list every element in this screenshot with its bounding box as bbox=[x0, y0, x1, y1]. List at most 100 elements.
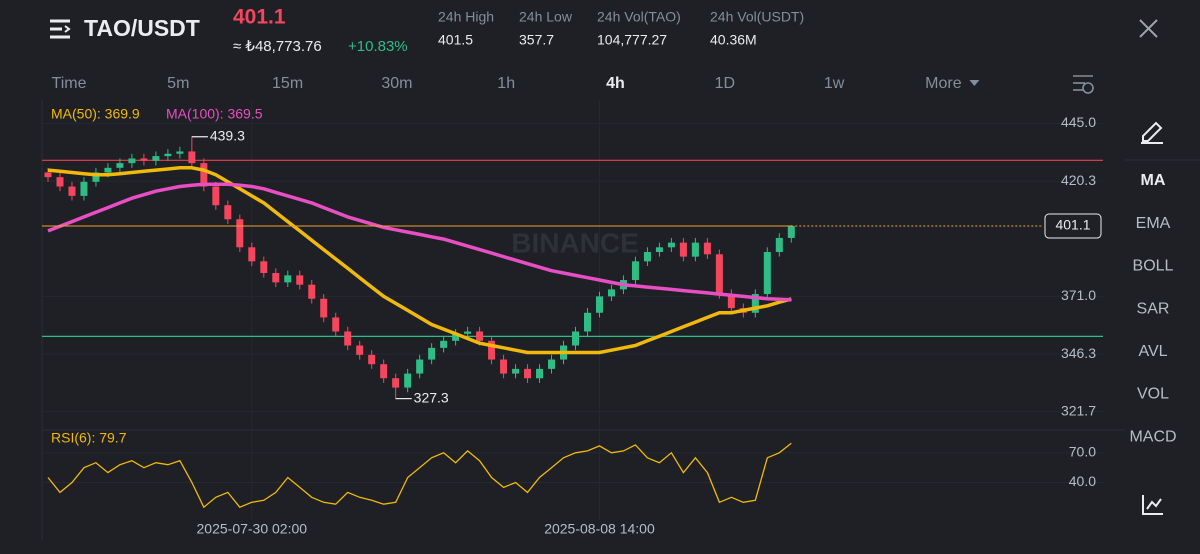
indicator-tab[interactable]: MA bbox=[1141, 172, 1166, 189]
x-tick-label: 2025-08-08 14:00 bbox=[544, 521, 655, 537]
timeframe-tab[interactable]: 5m bbox=[167, 75, 189, 92]
candle-body bbox=[80, 181, 88, 196]
timeframe-tab[interactable]: 1D bbox=[715, 75, 735, 92]
stat-value: 401.5 bbox=[438, 32, 473, 48]
candle-body bbox=[344, 331, 352, 346]
candle-body bbox=[128, 158, 136, 164]
last-price-tag bbox=[1044, 213, 1102, 239]
candle-body bbox=[512, 368, 520, 374]
rsi-line bbox=[47, 442, 792, 509]
pair[interactable]: TAO/USDT bbox=[84, 15, 200, 41]
candle-body bbox=[607, 289, 615, 297]
stat-label: 24h Vol(USDT) bbox=[710, 9, 804, 25]
timeframe-tab[interactable]: Time bbox=[52, 75, 87, 92]
candle-body bbox=[404, 373, 412, 388]
candle-body bbox=[643, 251, 651, 262]
indicator-tab[interactable]: MACD bbox=[1129, 428, 1176, 445]
candle-body bbox=[308, 284, 316, 299]
y-tick-label: 346.3 bbox=[1061, 345, 1096, 361]
ma-line bbox=[47, 182, 792, 302]
fullscreen-chart-icon[interactable] bbox=[1142, 495, 1163, 515]
candle-body bbox=[763, 251, 771, 295]
indicator-tab[interactable]: AVL bbox=[1138, 343, 1167, 360]
close-button[interactable] bbox=[1139, 19, 1158, 38]
candle-body bbox=[464, 331, 472, 334]
annotation-label: 327.3 bbox=[414, 389, 449, 405]
timeframe-tab[interactable]: More bbox=[925, 75, 962, 92]
candle-body bbox=[679, 242, 687, 257]
candle-body bbox=[536, 368, 544, 379]
y-tick-label: 321.7 bbox=[1061, 402, 1096, 418]
candle-body bbox=[416, 359, 424, 374]
candle-body bbox=[260, 261, 268, 274]
legend-item: MA(100): 369.5 bbox=[166, 106, 263, 122]
timeframe-tab[interactable]: 15m bbox=[272, 75, 303, 92]
candle-body bbox=[691, 242, 699, 257]
stat-label: 24h Vol(TAO) bbox=[597, 9, 681, 25]
candle-body bbox=[212, 186, 220, 206]
rsi-tick-label: 70.0 bbox=[1069, 444, 1096, 460]
indicator-tab[interactable]: BOLL bbox=[1133, 258, 1174, 275]
candle-body bbox=[703, 242, 711, 255]
candle-body bbox=[320, 298, 328, 318]
candle-body bbox=[176, 151, 184, 154]
price: 401.1 bbox=[233, 6, 286, 29]
rsi-tick-label: 40.0 bbox=[1069, 473, 1096, 489]
candle-body bbox=[583, 312, 591, 332]
candle-body bbox=[236, 219, 244, 248]
candle-body bbox=[188, 151, 196, 164]
timeframe-tab[interactable]: 1w bbox=[824, 75, 845, 92]
candle-body bbox=[92, 172, 100, 182]
indicator-tab[interactable]: EMA bbox=[1136, 215, 1171, 232]
candle-body bbox=[140, 158, 148, 161]
candle-body bbox=[500, 359, 508, 374]
stat-label: 24h High bbox=[438, 9, 494, 25]
draw-tool-icon[interactable] bbox=[1141, 121, 1163, 144]
stat-label: 24h Low bbox=[519, 9, 573, 25]
candle-body bbox=[56, 177, 64, 187]
candle-body bbox=[164, 153, 172, 157]
timeframe-tab[interactable]: 4h bbox=[606, 75, 625, 92]
watermark: BINANCE bbox=[511, 227, 639, 258]
candle-body bbox=[476, 331, 484, 341]
ma-line bbox=[47, 166, 792, 355]
candle-body bbox=[116, 163, 124, 168]
candle-body bbox=[44, 172, 52, 178]
candle-body bbox=[428, 347, 436, 360]
candle-body bbox=[440, 340, 448, 348]
candle-body bbox=[68, 186, 76, 196]
y-tick-label: 371.0 bbox=[1061, 287, 1096, 303]
candle-body bbox=[380, 364, 388, 379]
menu-icon[interactable] bbox=[50, 19, 71, 39]
chart-settings-icon[interactable] bbox=[1073, 75, 1094, 94]
candle-body bbox=[284, 275, 292, 283]
candle-body bbox=[296, 275, 304, 285]
candle-body bbox=[200, 163, 208, 187]
indicator-tab[interactable]: VOL bbox=[1137, 386, 1169, 403]
x-tick-label: 2025-07-30 02:00 bbox=[197, 521, 308, 537]
indicator-tab[interactable]: SAR bbox=[1137, 300, 1170, 317]
candle-body bbox=[751, 294, 759, 313]
stat-value: 104,777.27 bbox=[597, 32, 667, 48]
y-tick-label: 420.3 bbox=[1061, 172, 1096, 188]
stat-value: 357.7 bbox=[519, 32, 554, 48]
price-converted: ≈ ₺48,773.76 bbox=[233, 38, 322, 55]
candle-body bbox=[152, 156, 160, 161]
candle-body bbox=[488, 340, 496, 360]
timeframe-tab[interactable]: 30m bbox=[381, 75, 412, 92]
dropdown-arrow bbox=[969, 80, 980, 86]
candle-body bbox=[548, 359, 556, 369]
candle-body bbox=[272, 273, 280, 283]
timeframe-tab[interactable]: 1h bbox=[497, 75, 515, 92]
rsi-legend: RSI(6): 79.7 bbox=[51, 430, 127, 446]
candle-body bbox=[392, 378, 400, 388]
last-price-label: 401.1 bbox=[1055, 217, 1090, 233]
candle-body bbox=[631, 261, 639, 281]
candle-body bbox=[104, 167, 112, 173]
candle-body bbox=[571, 331, 579, 346]
candle-body bbox=[655, 247, 663, 252]
annotation-label: 439.3 bbox=[210, 127, 245, 143]
y-tick-label: 445.0 bbox=[1061, 114, 1096, 130]
